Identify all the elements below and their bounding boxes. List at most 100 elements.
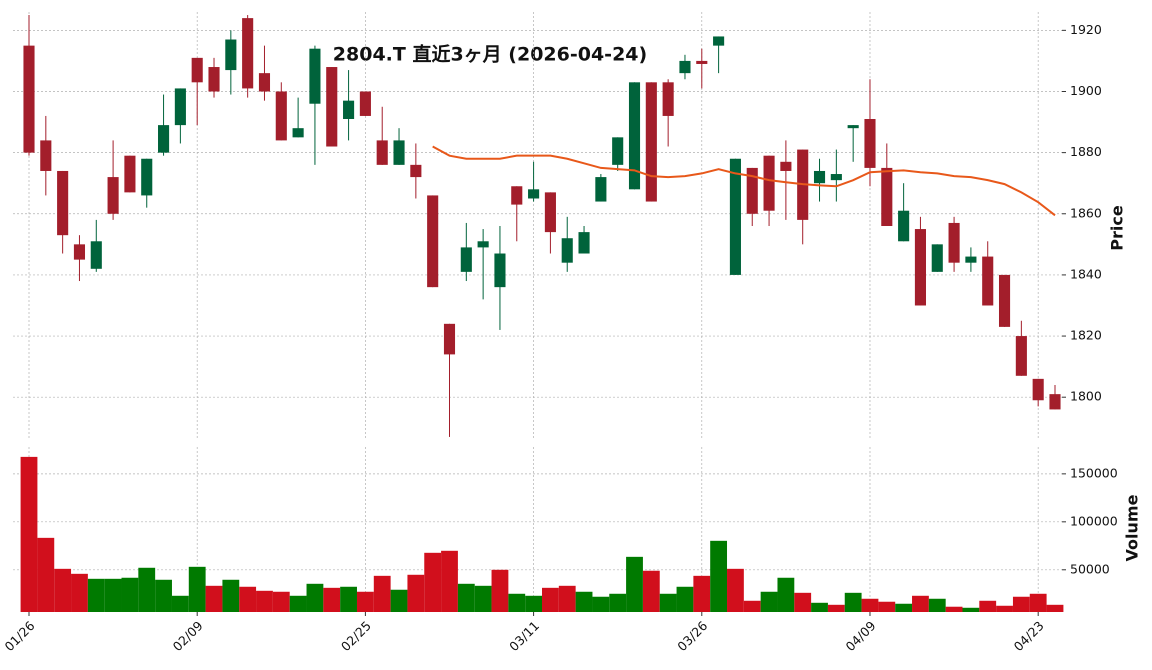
volume-bar [895, 603, 913, 612]
volume-bar [676, 586, 694, 612]
volume-bar [693, 575, 711, 612]
candle-body [847, 125, 859, 129]
volume-bar [878, 601, 896, 612]
candle-body [780, 161, 792, 171]
volume-bar [491, 569, 509, 612]
candle-body [1049, 394, 1061, 410]
candle-body [158, 125, 170, 153]
volume-bar [996, 605, 1013, 612]
volume-bar [323, 587, 341, 612]
volume-bar [37, 537, 55, 612]
volume-bar [54, 568, 72, 612]
candle-body [914, 229, 926, 306]
candle-body [57, 170, 69, 236]
candle-body [982, 256, 994, 306]
candle-body [225, 39, 237, 71]
candle-body [729, 158, 741, 275]
volume-bar [1029, 593, 1047, 612]
x-tick-label: 03/26 [674, 618, 710, 654]
volume-bar [155, 579, 172, 612]
candle-body [1032, 378, 1044, 401]
x-tick-label: 04/09 [842, 618, 878, 654]
volume-bar [205, 585, 223, 612]
price-axis-label: Price [1108, 205, 1127, 251]
y-tick-label: 1920 [1070, 22, 1102, 37]
x-tick-label: 02/09 [170, 618, 206, 654]
y-tick-label: 1900 [1070, 83, 1102, 98]
volume-bar [945, 606, 963, 612]
volume-bar [306, 583, 324, 612]
y-tick-label: 1880 [1070, 144, 1102, 159]
candle-body [258, 73, 271, 92]
candle-body [763, 155, 775, 211]
candle-body [494, 253, 506, 288]
volume-bar [844, 592, 862, 612]
volume-bar [424, 552, 442, 612]
chart-title: 2804.T 直近3ヶ月 (2026-04-24) [333, 43, 647, 66]
volume-bar [1046, 604, 1064, 612]
volume-bar [727, 568, 744, 612]
volume-bar [390, 589, 408, 612]
candle-body [696, 60, 708, 64]
candle-body [881, 167, 893, 226]
candle-body [612, 137, 624, 165]
candle-body [275, 91, 287, 141]
volume-bar [642, 570, 660, 612]
candle-body [864, 119, 876, 168]
volume-bar [912, 595, 929, 612]
x-tick-label: 03/11 [506, 618, 542, 654]
volume-bar [710, 540, 728, 612]
volume-bar [575, 591, 593, 612]
candle-body [141, 158, 153, 196]
x-tick-label: 02/25 [338, 618, 374, 654]
volume-bar [457, 583, 475, 612]
candle-body [73, 244, 86, 260]
candle-body [208, 67, 220, 92]
x-tick-label: 01/26 [2, 618, 38, 654]
candle-body [645, 82, 657, 202]
y-tick-label: 1840 [1070, 266, 1102, 281]
volume-bar [777, 577, 795, 612]
volume-bar [239, 586, 257, 612]
volume-bar [188, 566, 206, 612]
candle-body [813, 170, 826, 184]
candle-body [713, 36, 725, 46]
volume-bar [272, 591, 290, 612]
volume-bar [104, 578, 122, 612]
candle-body [191, 57, 203, 83]
candle-body [830, 174, 842, 181]
volume-bar [827, 604, 845, 612]
candle-body [90, 241, 102, 269]
candle-body [443, 323, 456, 355]
candle-body [477, 241, 489, 248]
volume-tick-label: 50000 [1070, 561, 1110, 576]
volume-bar [558, 585, 576, 612]
volume-tick-label: 150000 [1070, 465, 1118, 480]
volume-bar [928, 598, 946, 612]
candle-body [40, 140, 52, 171]
volume-bar [71, 573, 88, 612]
candle-body [343, 100, 355, 119]
volume-bar [811, 602, 828, 612]
volume-bar [794, 592, 812, 612]
volume-bar [340, 586, 357, 612]
candle-body [544, 192, 556, 233]
candle-body [965, 256, 977, 263]
candle-body [931, 244, 943, 272]
candle-body [359, 91, 371, 116]
volume-bar [222, 579, 240, 612]
candle-body [561, 238, 573, 263]
volume-bar [138, 567, 156, 612]
volume-bar [373, 575, 391, 612]
volume-bar [861, 598, 879, 612]
volume-bar [441, 550, 458, 612]
volume-bar [979, 600, 997, 612]
candle-body [948, 222, 960, 263]
volume-bar [743, 600, 761, 612]
candle-body [326, 67, 338, 147]
volume-bar [508, 593, 526, 612]
candle-body [511, 186, 523, 205]
candle-body [107, 177, 119, 214]
volume-bar [962, 607, 980, 612]
